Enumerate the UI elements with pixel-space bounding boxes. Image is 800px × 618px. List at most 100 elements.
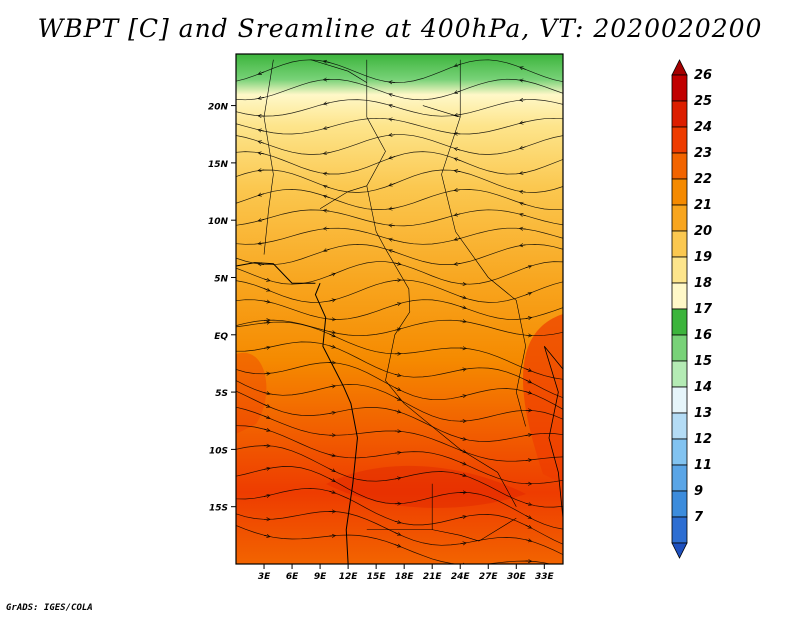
longitude-axis: 3E 6E 9E 12E 15E 18E 21E 24E 27E 30E 33E [258,564,554,582]
colorbar-label: 19 [694,250,712,265]
streamline-arrow [259,219,265,220]
colorbar-swatch [671,464,688,492]
streamline-arrow [525,435,531,436]
streamline-arrow [460,321,465,322]
streamline-arrow [460,450,465,452]
lon-tick-label: 15E [367,572,387,582]
colorbar-swatch [671,438,688,466]
streamline-arrow [456,115,461,116]
streamline-arrow [263,416,269,418]
colorbar-label: 22 [694,172,712,187]
streamline-arrow [325,186,330,188]
streamline [236,227,563,245]
colorbar-swatch [671,308,688,336]
colorbar-swatch [671,230,688,258]
streamline-arrow [390,157,395,159]
streamline-arrow [325,196,330,198]
map-frame [235,53,564,565]
streamline-arrow [394,374,400,375]
streamline-arrow [525,369,531,371]
streamline-arrow [259,153,265,154]
latitude-axis: 20N 15N 10N 5N EQ 5S 10S 15S [208,103,236,514]
west-coastline [314,283,358,564]
streamline-arrow [394,533,400,535]
colorbar-swatch [671,516,688,544]
streamline-arrow [456,214,461,215]
colorbar-label: 24 [694,120,712,135]
streamline [236,99,563,117]
colorbar-label: 21 [694,198,712,213]
colorbar-label: 25 [694,94,712,109]
streamline-arrow [456,171,461,172]
streamline-arrow [259,243,265,244]
streamline-arrow [263,301,269,302]
lat-tick-label: 10S [209,446,228,456]
lon-tick-label: 6E [286,572,299,582]
colorbar-label: 11 [694,458,712,473]
lon-tick-label: 12E [339,572,359,582]
streamline [236,189,563,211]
streamline-arrow [525,318,531,319]
lon-tick-label: 3E [258,572,271,582]
streamline-arrow [456,149,461,150]
country-border [366,59,517,507]
colorbar-label: 16 [694,328,712,343]
streamline-arrow [521,80,526,81]
streamline-arrow [521,68,526,70]
lat-tick-label: EQ [214,332,228,342]
lon-tick-label: 18E [395,572,415,582]
streamline-arrow [325,61,330,62]
streamline [236,134,563,155]
colorbar-label: 12 [694,432,712,447]
streamline [236,244,563,266]
colorbar-label: 20 [694,224,712,239]
streamline-arrow [460,543,465,544]
colorbar-label: 18 [694,276,712,291]
streamline-arrow [456,263,461,264]
streamline-arrow [390,250,395,252]
streamline-arrow [394,388,400,390]
lat-tick-label: 20N [208,103,229,113]
colorbar-swatch [671,490,688,518]
streamline-arrow [329,274,334,276]
streamline-arrow [329,413,334,414]
streamline-arrow [329,469,334,471]
lon-tick-label: 21E [423,572,443,582]
streamline-arrow [460,306,465,308]
lat-tick-label: 15S [209,504,228,514]
streamline-arrow [325,127,330,128]
lon-tick-label: 27E [479,572,499,582]
streamline-arrow [390,94,395,95]
streamline-arrow [521,229,526,230]
colorbar-label: 7 [694,510,704,525]
streamline-arrow [521,147,526,149]
streamline-arrow [456,91,461,93]
streamline-arrow [394,478,400,479]
streamline-arrow [394,453,400,454]
streamline-arrow [263,468,269,469]
streamline-arrow [456,238,461,239]
streamline [236,78,563,101]
colorbar-label: 15 [694,354,712,369]
streamline-arrow [259,194,265,195]
streamline-arrow [525,293,531,295]
streamline-arrow [521,122,526,123]
streamline-arrow [525,503,531,504]
streamline-arrow [263,405,269,407]
streamline-arrow [521,245,526,246]
colorbar-top-arrow [671,59,688,76]
colorbar-label: 17 [694,302,713,317]
streamline [236,117,563,135]
grads-credit: GrADS: IGES/COLA [6,603,93,613]
streamline-arrow [329,334,334,336]
streamline [236,169,563,193]
colorbar-swatch [671,360,688,388]
streamline-arrow [394,545,400,547]
colorbar-bottom-arrow [671,542,688,559]
streamline-arrow [394,329,400,330]
lat-tick-label: 15N [208,160,229,170]
streamline-arrow [394,411,400,412]
streamline-arrow [329,386,334,387]
streamline-arrow [259,72,265,74]
streamline-arrow [329,300,334,301]
